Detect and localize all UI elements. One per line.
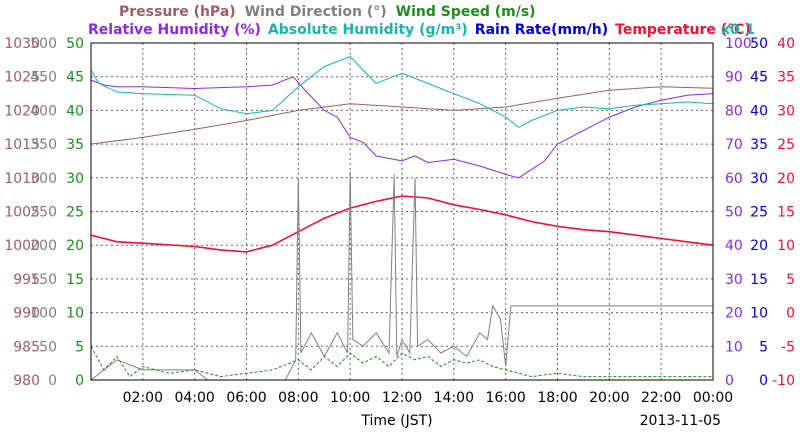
tick-label-rain_rate: 25 xyxy=(750,205,768,221)
tick-label-pressure: 985 xyxy=(13,339,40,355)
tick-label-wind_speed: 40 xyxy=(66,103,84,119)
tick-label-rain_rate: 20 xyxy=(750,238,768,254)
tick-label-wind_direction: 350 xyxy=(30,137,57,153)
tick-label-humidity: 30 xyxy=(725,272,743,288)
tick-label-temperature: 40 xyxy=(777,36,795,52)
tick-label-pressure: 1025 xyxy=(4,70,40,86)
x-tick-label: 12:00 xyxy=(382,390,422,406)
tick-label-rain_rate: 50 xyxy=(750,36,768,52)
legend-entry: Absolute Humidity (g/m³) xyxy=(268,22,468,38)
tick-label-humidity: 0 xyxy=(725,373,734,389)
scale-note: x0.1 xyxy=(721,22,755,38)
tick-label-humidity: 60 xyxy=(725,171,743,187)
series-line-1 xyxy=(90,76,714,179)
tick-label-wind_direction: 300 xyxy=(30,171,57,187)
legend: Pressure (hPa) Wind Direction (°) Wind Spe… xyxy=(88,4,755,38)
tick-label-wind_speed: 50 xyxy=(66,36,84,52)
tick-label-pressure: 1015 xyxy=(4,137,40,153)
tick-label-rain_rate: 45 xyxy=(750,70,768,86)
tick-label-temperature: 30 xyxy=(777,103,795,119)
tick-label-rain_rate: 0 xyxy=(759,373,768,389)
series-line-4 xyxy=(90,171,713,381)
series-line-2 xyxy=(90,55,714,128)
tick-label-rain_rate: 30 xyxy=(750,171,768,187)
x-tick-label: 16:00 xyxy=(485,390,525,406)
tick-label-rain_rate: 5 xyxy=(759,339,768,355)
tick-label-humidity: 70 xyxy=(725,137,743,153)
tick-label-wind_direction: 450 xyxy=(30,70,57,86)
tick-label-humidity: 10 xyxy=(725,339,743,355)
x-tick-label: 08:00 xyxy=(278,390,318,406)
tick-label-wind_direction: 0 xyxy=(48,373,57,389)
x-tick-label: 20:00 xyxy=(589,390,629,406)
tick-label-pressure: 1005 xyxy=(4,205,40,221)
x-tick-label: 00:00 xyxy=(693,390,733,406)
tick-label-wind_speed: 30 xyxy=(66,171,84,187)
tick-label-temperature: -5 xyxy=(781,339,795,355)
grid-lines xyxy=(91,43,713,380)
tick-label-temperature: 0 xyxy=(786,306,795,322)
tick-label-wind_direction: 200 xyxy=(30,238,57,254)
tick-labels: 9809859909951000100510101015102010251030… xyxy=(4,36,795,406)
tick-label-rain_rate: 10 xyxy=(750,306,768,322)
tick-label-wind_speed: 0 xyxy=(75,373,84,389)
tick-label-wind_speed: 25 xyxy=(66,205,84,221)
tick-label-pressure: 1020 xyxy=(4,103,40,119)
tick-label-wind_speed: 10 xyxy=(66,306,84,322)
tick-label-wind_direction: 500 xyxy=(30,36,57,52)
x-tick-label: 02:00 xyxy=(123,390,163,406)
tick-label-temperature: 15 xyxy=(777,205,795,221)
legend-entry: Relative Humidity (%) xyxy=(88,22,261,38)
tick-label-pressure: 1000 xyxy=(4,238,40,254)
tick-label-temperature: 25 xyxy=(777,137,795,153)
tick-label-wind_direction: 150 xyxy=(30,272,57,288)
tick-label-pressure: 1030 xyxy=(4,36,40,52)
tick-label-wind_direction: 250 xyxy=(30,205,57,221)
x-tick-label: 18:00 xyxy=(537,390,577,406)
tick-label-rain_rate: 40 xyxy=(750,103,768,119)
tick-label-humidity: 100 xyxy=(725,36,752,52)
tick-label-wind_direction: 50 xyxy=(39,339,57,355)
series-line-5 xyxy=(90,346,713,378)
tick-label-wind_direction: 400 xyxy=(30,103,57,119)
legend-entry: Wind Speed (m/s) xyxy=(396,4,536,20)
tick-label-temperature: -10 xyxy=(772,373,795,389)
legend-entry: Pressure (hPa) xyxy=(119,4,236,20)
date-label: 2013-11-05 xyxy=(640,413,721,429)
x-axis-label: Time (JST) xyxy=(360,413,432,429)
legend-entry: Rain Rate(mm/h) xyxy=(475,22,608,38)
tick-label-pressure: 990 xyxy=(13,306,40,322)
x-tick-label: 14:00 xyxy=(434,390,474,406)
tick-label-wind_speed: 35 xyxy=(66,137,84,153)
x-tick-label: 10:00 xyxy=(330,390,370,406)
series-line-0 xyxy=(90,86,714,145)
plot-frame xyxy=(90,42,714,381)
tick-label-humidity: 90 xyxy=(725,70,743,86)
tick-label-wind_speed: 20 xyxy=(66,238,84,254)
tick-label-temperature: 20 xyxy=(777,171,795,187)
tick-label-pressure: 1010 xyxy=(4,171,40,187)
tick-label-humidity: 40 xyxy=(725,238,743,254)
tick-label-temperature: 10 xyxy=(777,238,795,254)
tick-label-pressure: 980 xyxy=(13,373,40,389)
tick-label-wind_direction: 100 xyxy=(30,306,57,322)
tick-label-humidity: 80 xyxy=(725,103,743,119)
tick-label-wind_speed: 5 xyxy=(75,339,84,355)
x-tick-label: 06:00 xyxy=(226,390,266,406)
tick-label-pressure: 995 xyxy=(13,272,40,288)
tick-label-wind_speed: 45 xyxy=(66,70,84,86)
tick-label-wind_speed: 15 xyxy=(66,272,84,288)
tick-label-temperature: 5 xyxy=(786,272,795,288)
tick-label-rain_rate: 15 xyxy=(750,272,768,288)
legend-entry: Temperature (°C) xyxy=(615,22,751,38)
x-tick-label: 22:00 xyxy=(641,390,681,406)
legend-entry: Wind Direction (°) xyxy=(245,4,387,20)
tick-label-temperature: 35 xyxy=(777,70,795,86)
x-tick-label: 04:00 xyxy=(174,390,214,406)
tick-label-rain_rate: 35 xyxy=(750,137,768,153)
tick-label-humidity: 20 xyxy=(725,306,743,322)
tick-label-humidity: 50 xyxy=(725,205,743,221)
